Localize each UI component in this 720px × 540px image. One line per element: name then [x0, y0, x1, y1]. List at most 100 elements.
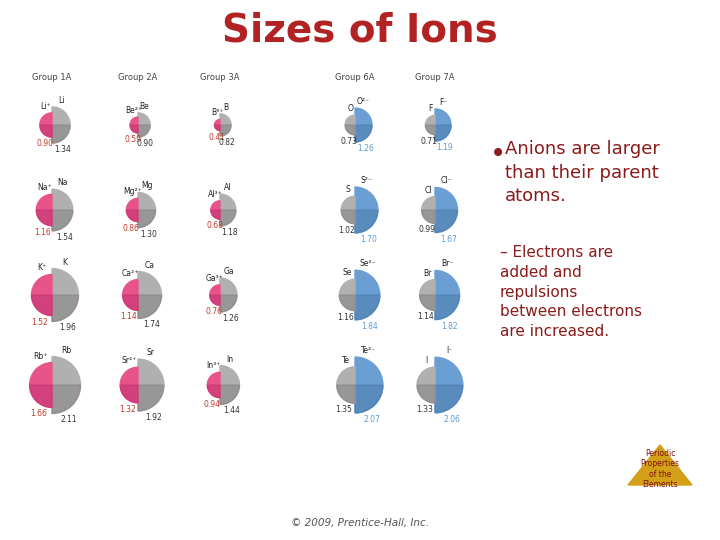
Wedge shape [122, 295, 138, 310]
Wedge shape [130, 125, 138, 133]
Text: Group 1A: Group 1A [32, 73, 72, 83]
Wedge shape [420, 295, 435, 310]
Text: 0.41: 0.41 [208, 132, 225, 141]
Wedge shape [30, 385, 52, 407]
Wedge shape [435, 187, 457, 233]
Text: 0.59: 0.59 [125, 135, 142, 144]
Wedge shape [52, 295, 78, 321]
Wedge shape [355, 210, 378, 233]
Text: Sizes of Ions: Sizes of Ions [222, 11, 498, 49]
Text: O: O [347, 104, 353, 113]
Wedge shape [220, 194, 236, 226]
Wedge shape [345, 125, 355, 135]
Text: Ca: Ca [145, 260, 155, 269]
Text: Se²⁻: Se²⁻ [359, 259, 376, 268]
Text: 1.67: 1.67 [440, 234, 457, 244]
Text: 1.30: 1.30 [140, 230, 157, 239]
Wedge shape [130, 117, 138, 133]
Wedge shape [435, 271, 459, 320]
Text: 0.76: 0.76 [205, 307, 222, 316]
Wedge shape [138, 192, 156, 227]
Wedge shape [138, 113, 150, 137]
Text: Periodic
Properties
of the
Elements: Periodic Properties of the Elements [641, 449, 680, 489]
Text: 0.82: 0.82 [218, 138, 235, 147]
Text: Ga: Ga [223, 267, 234, 276]
Wedge shape [122, 280, 138, 310]
Text: 1.26: 1.26 [357, 144, 374, 153]
Text: •: • [490, 140, 506, 168]
Wedge shape [355, 295, 380, 320]
Text: Mg: Mg [141, 181, 153, 191]
Text: In: In [226, 355, 233, 363]
Text: 0.99: 0.99 [418, 225, 436, 234]
Text: S: S [346, 185, 351, 194]
Text: 1.52: 1.52 [31, 318, 48, 327]
Text: Group 7A: Group 7A [415, 73, 455, 83]
Wedge shape [341, 210, 355, 224]
Text: 1.92: 1.92 [145, 413, 162, 422]
Wedge shape [211, 201, 220, 219]
Wedge shape [339, 279, 355, 310]
Text: Se: Se [343, 268, 352, 278]
Wedge shape [52, 107, 70, 143]
Wedge shape [220, 114, 231, 136]
Text: I⁻: I⁻ [446, 346, 452, 355]
Text: 1.54: 1.54 [56, 233, 73, 242]
Wedge shape [40, 113, 52, 137]
Wedge shape [138, 385, 164, 411]
Wedge shape [355, 357, 383, 413]
Text: Te²⁻: Te²⁻ [361, 346, 377, 355]
Text: Br: Br [423, 268, 431, 278]
Wedge shape [138, 210, 156, 227]
Text: 1.34: 1.34 [55, 145, 71, 154]
Wedge shape [420, 280, 435, 310]
Wedge shape [435, 125, 451, 141]
Wedge shape [138, 295, 161, 319]
Text: F⁻: F⁻ [439, 98, 447, 107]
Text: Al: Al [224, 183, 232, 192]
Polygon shape [628, 445, 692, 485]
Text: Ga³⁺: Ga³⁺ [206, 274, 224, 283]
Wedge shape [220, 125, 231, 136]
Text: Cl: Cl [425, 186, 432, 194]
Text: In³⁺: In³⁺ [207, 361, 221, 370]
Wedge shape [127, 198, 138, 221]
Text: Li: Li [58, 96, 64, 105]
Wedge shape [52, 210, 73, 231]
Text: F: F [428, 104, 433, 113]
Wedge shape [220, 295, 237, 312]
Wedge shape [127, 210, 138, 221]
Wedge shape [422, 197, 435, 224]
Text: Na⁺: Na⁺ [37, 184, 52, 192]
Text: © 2009, Prentice-Hall, Inc.: © 2009, Prentice-Hall, Inc. [291, 518, 429, 528]
Wedge shape [52, 189, 73, 231]
Wedge shape [210, 285, 220, 305]
Text: 0.90: 0.90 [137, 139, 154, 148]
Wedge shape [435, 210, 457, 233]
Wedge shape [138, 359, 164, 411]
Text: 1.14: 1.14 [418, 312, 434, 321]
Wedge shape [36, 210, 52, 226]
Wedge shape [337, 385, 355, 403]
Text: 1.74: 1.74 [144, 321, 161, 329]
Wedge shape [417, 385, 435, 403]
Wedge shape [426, 116, 435, 134]
Text: 0.86: 0.86 [122, 224, 140, 233]
Text: Mg²⁺: Mg²⁺ [123, 187, 142, 197]
Text: – Electrons are
added and
repulsions
between electrons
are increased.: – Electrons are added and repulsions bet… [500, 245, 642, 339]
Wedge shape [52, 385, 81, 414]
Wedge shape [355, 108, 372, 142]
Text: B³⁺: B³⁺ [211, 109, 223, 118]
Text: 1.18: 1.18 [221, 228, 238, 237]
Wedge shape [215, 119, 220, 131]
Text: 1.70: 1.70 [360, 235, 377, 244]
Text: K⁺: K⁺ [37, 264, 46, 273]
Wedge shape [435, 295, 459, 320]
Text: 0.71: 0.71 [420, 137, 438, 146]
Wedge shape [426, 125, 435, 134]
Wedge shape [52, 125, 70, 143]
Wedge shape [355, 125, 372, 142]
Text: 1.66: 1.66 [30, 409, 47, 418]
Text: 0.73: 0.73 [341, 137, 358, 146]
Wedge shape [435, 109, 451, 141]
